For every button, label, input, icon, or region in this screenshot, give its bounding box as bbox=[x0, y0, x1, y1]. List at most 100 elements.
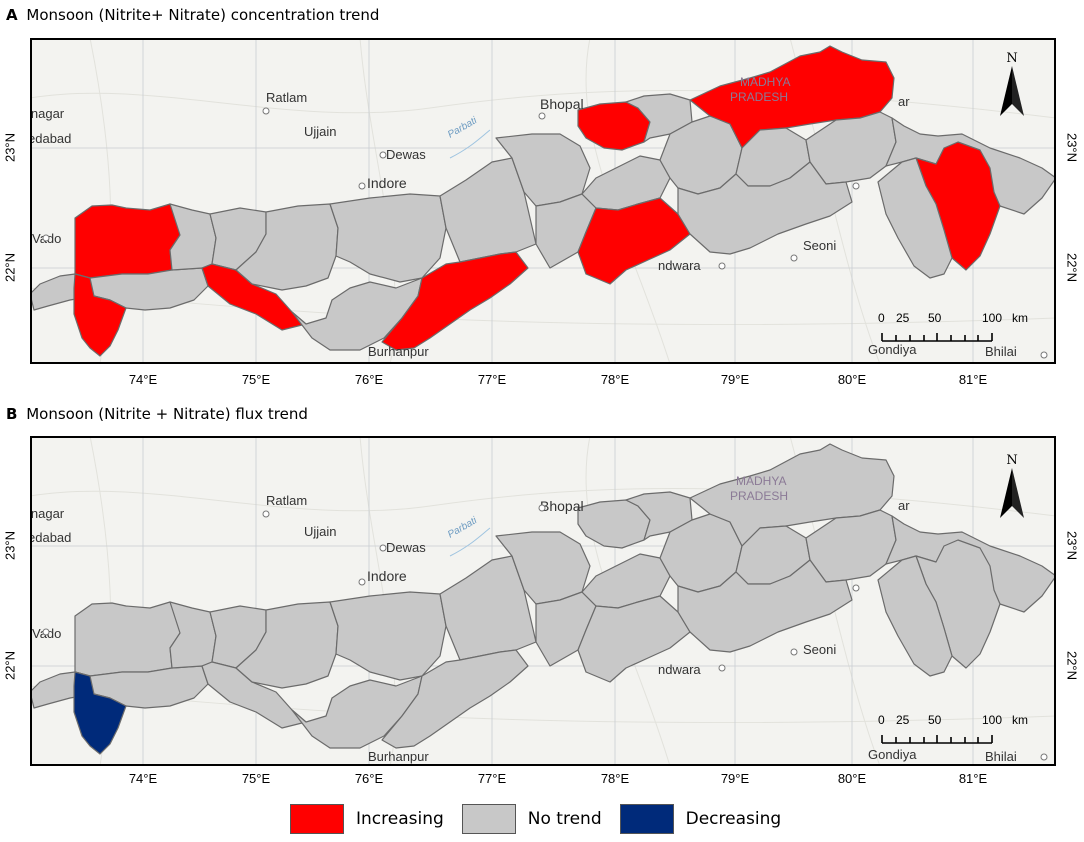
panel-a-x-tick-label: 75°E bbox=[241, 372, 271, 387]
panel-a-x-tick-label: 81°E bbox=[958, 372, 988, 387]
map-frame bbox=[30, 436, 1056, 766]
legend-label: No trend bbox=[527, 809, 602, 829]
place-label: Seoni bbox=[803, 642, 836, 657]
place-labels-a: Ratlam Ujjain Dewas Indore Bhopal Seoni … bbox=[30, 75, 1017, 359]
place-label: edabad bbox=[30, 530, 71, 545]
panel-a-title: A Monsoon (Nitrite+ Nitrate) concentrati… bbox=[6, 6, 379, 24]
panel-b-x-tick-label: 78°E bbox=[600, 771, 630, 786]
place-label: Burhanpur bbox=[368, 749, 429, 764]
panel-a-y-tick-label-right: 23°N bbox=[1064, 132, 1080, 163]
panel-b-title-text: Monsoon (Nitrite + Nitrate) flux trend bbox=[26, 405, 308, 423]
panel-b-y-tick-label-right: 23°N bbox=[1064, 530, 1080, 561]
panel-b-title: B Monsoon (Nitrite + Nitrate) flux trend bbox=[6, 405, 308, 423]
legend-item-no-trend: No trend bbox=[461, 804, 602, 834]
place-label: Bhopal bbox=[540, 96, 584, 112]
panel-a-y-tick-label-right: 22°N bbox=[1064, 252, 1080, 283]
subbasin-basin-17 bbox=[577, 197, 691, 285]
panel-a-x-tick-label: 74°E bbox=[128, 372, 158, 387]
map-panel-a: Ratlam Ujjain Dewas Indore Bhopal Seoni … bbox=[30, 38, 1056, 364]
place-label: edabad bbox=[30, 131, 71, 146]
place-label: Bhilai bbox=[985, 749, 1017, 764]
map-panel-b: Ratlam Ujjain Dewas Indore Bhopal Seoni … bbox=[30, 436, 1056, 766]
place-label: Indore bbox=[367, 568, 407, 584]
legend-swatch-increasing bbox=[290, 804, 344, 834]
panel-a-x-tick-label: 78°E bbox=[600, 372, 630, 387]
subbasin-west-upper bbox=[74, 203, 183, 279]
place-label: Ratlam bbox=[266, 90, 307, 105]
place-label: Ujjain bbox=[304, 124, 337, 139]
panel-a-y-tick-label-left: 23°N bbox=[2, 132, 18, 163]
scale-tick-label: 100 bbox=[982, 311, 1002, 325]
scale-tick-label: 50 bbox=[928, 311, 942, 325]
legend-label: Increasing bbox=[356, 809, 444, 829]
place-label: Gondiya bbox=[868, 342, 917, 357]
legend-swatch-decreasing bbox=[619, 804, 674, 834]
scale-bar: 0 25 50 100 km bbox=[878, 713, 1028, 744]
subbasin-west-south bbox=[73, 273, 127, 357]
scale-tick-label: 25 bbox=[896, 311, 910, 325]
panel-a-title-text: Monsoon (Nitrite+ Nitrate) concentration… bbox=[26, 6, 380, 24]
place-label: inagar bbox=[30, 506, 65, 521]
place-label: PRADESH bbox=[730, 90, 788, 104]
panel-b-x-tick-label: 76°E bbox=[354, 771, 384, 786]
legend: Increasing No trend Decreasing bbox=[290, 804, 799, 834]
scale-bar: 0 25 50 100 km bbox=[878, 311, 1028, 342]
panel-a-x-tick-label: 77°E bbox=[477, 372, 507, 387]
panel-a-x-tick-label: 79°E bbox=[720, 372, 750, 387]
scale-tick-label: 0 bbox=[878, 311, 885, 325]
panel-b-x-tick-label: 80°E bbox=[837, 771, 867, 786]
place-label: Dewas bbox=[386, 540, 426, 555]
subbasin-west-south bbox=[73, 671, 127, 755]
place-label: MADHYA bbox=[736, 474, 786, 488]
subbasin-layer-b bbox=[30, 443, 1056, 755]
place-label: Ratlam bbox=[266, 493, 307, 508]
panel-b-x-tick-label: 81°E bbox=[958, 771, 988, 786]
subbasin-basin-11 bbox=[381, 251, 529, 351]
north-arrow: N bbox=[1000, 453, 1024, 518]
place-label: ndwara bbox=[658, 258, 701, 273]
place-label: ar bbox=[898, 498, 910, 513]
subbasin-basin-25 bbox=[677, 559, 853, 653]
subbasin-basin-11 bbox=[381, 649, 529, 749]
scale-tick-label: 50 bbox=[928, 713, 942, 727]
legend-item-increasing: Increasing bbox=[290, 804, 444, 834]
place-label: Bhopal bbox=[540, 498, 584, 514]
place-markers-a bbox=[42, 107, 1048, 359]
subbasin-basin-25 bbox=[677, 161, 853, 255]
subbasin-west-upper bbox=[74, 601, 183, 677]
place-label: ar bbox=[898, 94, 910, 109]
north-label: N bbox=[1006, 51, 1017, 66]
panel-a-letter: A bbox=[6, 6, 18, 24]
place-label: Burhanpur bbox=[368, 344, 429, 359]
subbasin-basin-24 bbox=[877, 555, 953, 677]
place-label: Dewas bbox=[386, 147, 426, 162]
place-label: PRADESH bbox=[730, 489, 788, 503]
place-label: Gondiya bbox=[868, 747, 917, 762]
subbasin-layer-a bbox=[30, 45, 1056, 357]
scale-tick-label: 0 bbox=[878, 713, 885, 727]
panel-b-x-tick-label: 79°E bbox=[720, 771, 750, 786]
subbasin-basin-24 bbox=[877, 157, 953, 279]
scale-unit: km bbox=[1012, 713, 1028, 727]
north-arrow: N bbox=[1000, 51, 1024, 116]
legend-swatch-no-trend bbox=[461, 804, 516, 834]
panel-b-y-tick-label-left: 23°N bbox=[2, 530, 18, 561]
place-label: ndwara bbox=[658, 662, 701, 677]
place-label: MADHYA bbox=[740, 75, 790, 89]
panel-b-x-tick-label: 77°E bbox=[477, 771, 507, 786]
place-label: Seoni bbox=[803, 238, 836, 253]
panel-b-x-tick-label: 75°E bbox=[241, 771, 271, 786]
panel-b-letter: B bbox=[6, 405, 18, 423]
scale-tick-label: 25 bbox=[896, 713, 910, 727]
place-label: Indore bbox=[367, 175, 407, 191]
panel-a-x-tick-label: 80°E bbox=[837, 372, 867, 387]
panel-b-y-tick-label-right: 22°N bbox=[1064, 650, 1080, 681]
panel-b-x-tick-label: 74°E bbox=[128, 771, 158, 786]
legend-item-decreasing: Decreasing bbox=[619, 804, 781, 834]
panel-b-y-tick-label-left: 22°N bbox=[2, 650, 18, 681]
north-label: N bbox=[1006, 453, 1017, 468]
scale-unit: km bbox=[1012, 311, 1028, 325]
panel-a-y-tick-label-left: 22°N bbox=[2, 252, 18, 283]
map-frame bbox=[30, 38, 1056, 364]
scale-tick-label: 100 bbox=[982, 713, 1002, 727]
